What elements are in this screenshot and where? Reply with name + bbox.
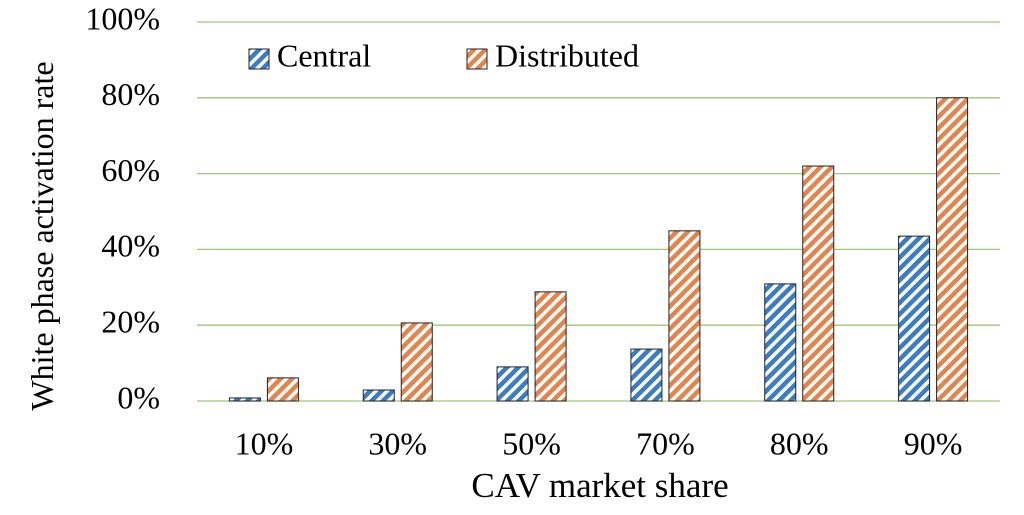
x-tick-label: 70%	[636, 425, 695, 461]
bar	[496, 366, 529, 402]
x-tick-label: 50%	[502, 425, 561, 461]
y-axis-title: White phase activation rate	[24, 61, 60, 411]
legend-label: Distributed	[495, 37, 639, 73]
x-tick-label: 90%	[904, 425, 963, 461]
y-tick-label: 80%	[101, 76, 160, 112]
legend-swatch	[466, 48, 488, 70]
bar	[534, 291, 567, 402]
x-tick-label: 80%	[770, 425, 829, 461]
bar	[898, 235, 931, 402]
x-tick-label: 30%	[368, 425, 427, 461]
y-tick-label: 100%	[85, 0, 160, 36]
y-tick-label: 0%	[117, 379, 160, 415]
legend-label: Central	[277, 37, 371, 73]
y-tick-label: 20%	[101, 304, 160, 340]
bar	[400, 322, 433, 402]
bar	[630, 348, 663, 402]
x-axis-title: CAV market share	[471, 466, 728, 505]
bar	[668, 230, 701, 402]
bar	[228, 397, 261, 402]
bar	[936, 97, 969, 402]
bar	[362, 389, 395, 402]
y-tick-label: 40%	[101, 228, 160, 264]
bar	[802, 165, 835, 402]
x-tick-label: 10%	[235, 425, 294, 461]
bar	[266, 377, 299, 402]
y-tick-label: 60%	[101, 152, 160, 188]
bar	[764, 283, 797, 402]
legend-swatch	[248, 48, 270, 70]
